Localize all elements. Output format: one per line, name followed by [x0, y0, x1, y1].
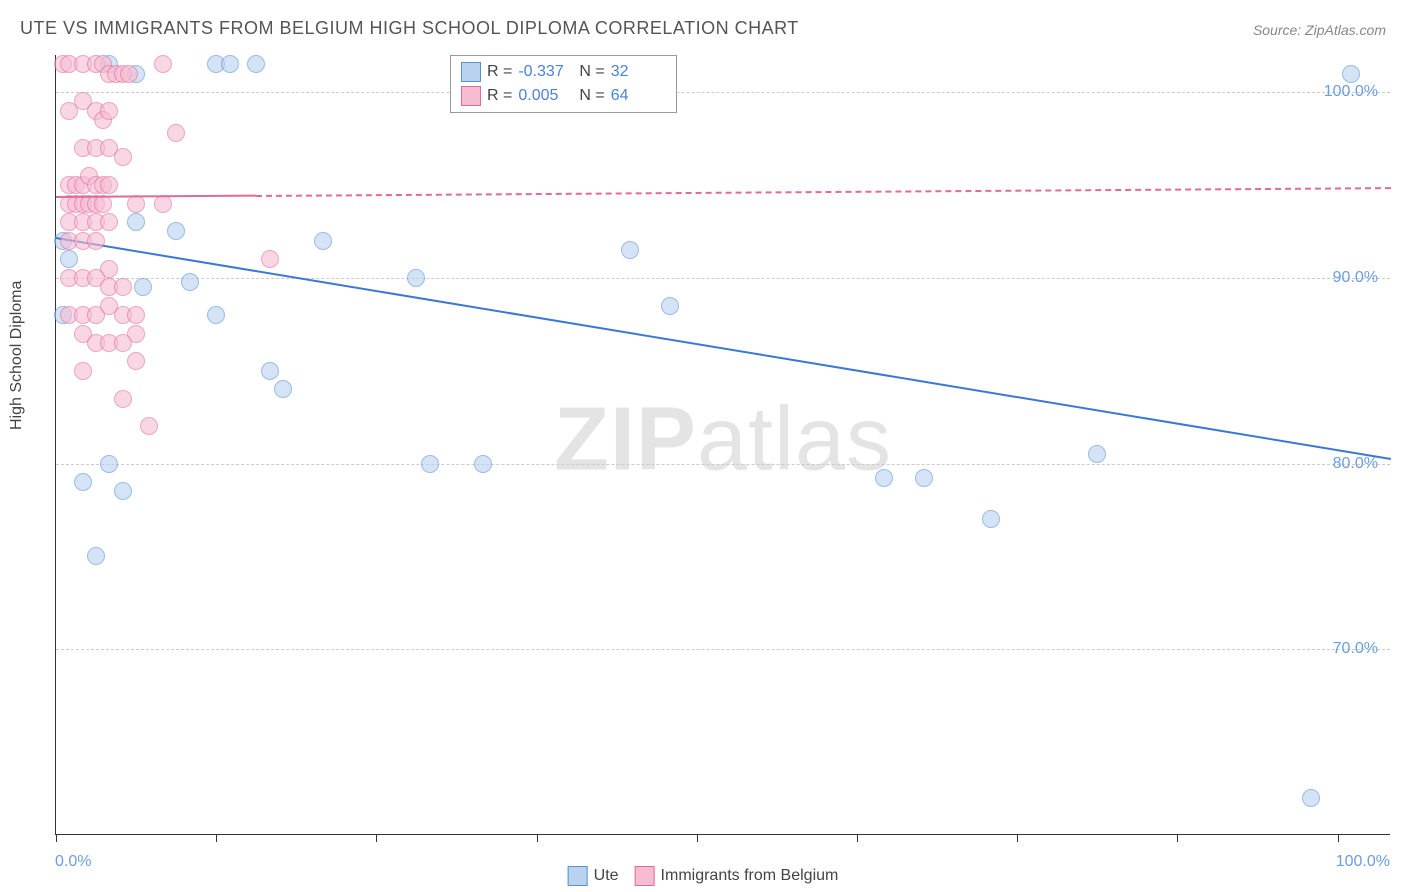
- data-point: [100, 213, 118, 231]
- data-point: [127, 213, 145, 231]
- data-point: [154, 55, 172, 73]
- data-point: [474, 455, 492, 473]
- y-axis-label: High School Diploma: [8, 281, 26, 430]
- data-point: [140, 417, 158, 435]
- stat-n-value: 32: [611, 63, 666, 81]
- data-point: [421, 455, 439, 473]
- data-point: [60, 250, 78, 268]
- x-tick: [376, 834, 377, 842]
- legend-label: Ute: [594, 867, 619, 885]
- data-point: [221, 55, 239, 73]
- source-label: Source: ZipAtlas.com: [1253, 22, 1386, 38]
- x-tick: [697, 834, 698, 842]
- x-end-label: 100.0%: [1336, 853, 1390, 871]
- gridline-h: [56, 464, 1390, 465]
- legend-label: Immigrants from Belgium: [661, 867, 839, 885]
- data-point: [87, 232, 105, 250]
- data-point: [114, 278, 132, 296]
- legend-item: Ute: [568, 866, 619, 886]
- stat-n-value: 64: [611, 87, 666, 105]
- data-point: [127, 352, 145, 370]
- data-point: [261, 362, 279, 380]
- stat-r-value: 0.005: [518, 87, 573, 105]
- x-start-label: 0.0%: [55, 853, 91, 871]
- data-point: [247, 55, 265, 73]
- legend-stats: R = -0.337 N = 32 R = 0.005 N = 64: [450, 55, 677, 113]
- data-point: [407, 269, 425, 287]
- y-tick-label: 80.0%: [1333, 455, 1378, 473]
- x-tick: [537, 834, 538, 842]
- x-tick: [1017, 834, 1018, 842]
- data-point: [621, 241, 639, 259]
- data-point: [915, 469, 933, 487]
- trendline: [256, 187, 1391, 197]
- y-tick-label: 90.0%: [1333, 269, 1378, 287]
- stat-n-label: N =: [579, 87, 604, 105]
- legend-stat-row: R = 0.005 N = 64: [461, 84, 666, 108]
- stat-r-label: R =: [487, 63, 512, 81]
- x-tick: [216, 834, 217, 842]
- data-point: [120, 65, 138, 83]
- data-point: [661, 297, 679, 315]
- x-tick: [56, 834, 57, 842]
- data-point: [114, 482, 132, 500]
- trendline: [56, 237, 1391, 460]
- gridline-h: [56, 649, 1390, 650]
- data-point: [1088, 445, 1106, 463]
- data-point: [87, 547, 105, 565]
- data-point: [982, 510, 1000, 528]
- legend-swatch: [461, 86, 481, 106]
- data-point: [74, 473, 92, 491]
- stat-n-label: N =: [579, 63, 604, 81]
- data-point: [114, 390, 132, 408]
- watermark: ZIPatlas: [554, 388, 892, 491]
- legend-item: Immigrants from Belgium: [635, 866, 839, 886]
- data-point: [181, 273, 199, 291]
- data-point: [1302, 789, 1320, 807]
- data-point: [134, 278, 152, 296]
- legend-swatch: [461, 62, 481, 82]
- data-point: [207, 306, 225, 324]
- data-point: [274, 380, 292, 398]
- gridline-h: [56, 278, 1390, 279]
- data-point: [1342, 65, 1360, 83]
- data-point: [100, 455, 118, 473]
- legend-swatch: [635, 866, 655, 886]
- data-point: [100, 176, 118, 194]
- legend-bottom: Ute Immigrants from Belgium: [568, 866, 839, 886]
- x-tick: [857, 834, 858, 842]
- y-tick-label: 70.0%: [1333, 640, 1378, 658]
- data-point: [127, 306, 145, 324]
- y-tick-label: 100.0%: [1324, 83, 1378, 101]
- x-tick: [1338, 834, 1339, 842]
- data-point: [100, 102, 118, 120]
- data-point: [74, 362, 92, 380]
- data-point: [875, 469, 893, 487]
- chart-title: UTE VS IMMIGRANTS FROM BELGIUM HIGH SCHO…: [20, 18, 799, 39]
- data-point: [114, 148, 132, 166]
- x-tick: [1177, 834, 1178, 842]
- gridline-h: [56, 92, 1390, 93]
- data-point: [314, 232, 332, 250]
- data-point: [167, 124, 185, 142]
- data-point: [114, 334, 132, 352]
- legend-stat-row: R = -0.337 N = 32: [461, 60, 666, 84]
- data-point: [261, 250, 279, 268]
- plot-area: ZIPatlas 100.0% 90.0% 80.0% 70.0%: [55, 55, 1390, 835]
- stat-r-label: R =: [487, 87, 512, 105]
- legend-swatch: [568, 866, 588, 886]
- data-point: [167, 222, 185, 240]
- stat-r-value: -0.337: [518, 63, 573, 81]
